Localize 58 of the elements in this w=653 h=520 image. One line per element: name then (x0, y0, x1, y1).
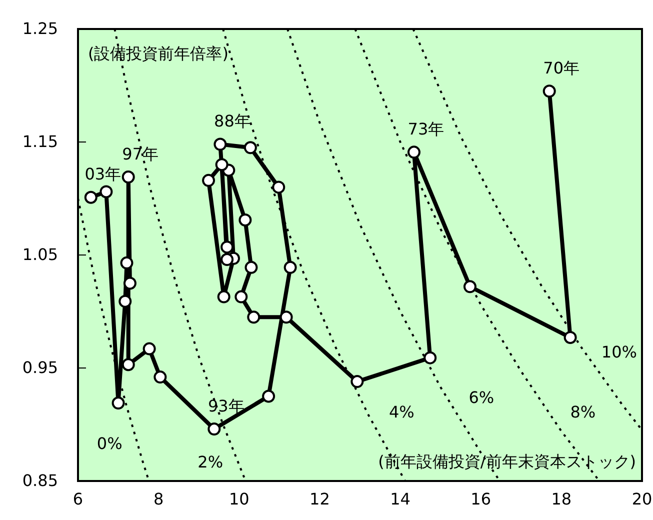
point (564, 330, 577, 344)
point (542, 84, 556, 98)
point (262, 390, 276, 403)
point (122, 358, 135, 372)
annotation: 10% (601, 342, 637, 362)
annotation: 6% (468, 388, 494, 407)
point (154, 370, 167, 384)
annotation: 88年 (214, 112, 250, 131)
x-tick-label: 18 (551, 489, 572, 508)
point (215, 158, 228, 172)
x-tick-label: 8 (153, 489, 164, 508)
point (202, 174, 216, 187)
point (244, 141, 257, 154)
x-tick-label: 16 (470, 489, 492, 508)
point (84, 190, 98, 204)
point (350, 375, 364, 388)
point (208, 422, 221, 436)
annotation: 70年 (543, 58, 580, 78)
y-tick-label: 0.85 (22, 471, 58, 490)
point (238, 213, 252, 226)
annotation: 93年 (208, 396, 244, 416)
point (234, 290, 248, 304)
annotation: 8% (570, 402, 596, 422)
point (214, 138, 227, 151)
annotation: 0% (96, 434, 122, 454)
point (120, 256, 134, 270)
annotation: 97年 (122, 144, 159, 164)
point (220, 253, 234, 266)
point (123, 276, 136, 290)
annotation: 73年 (408, 120, 444, 139)
point (280, 310, 293, 324)
y-tick-label: 1.15 (22, 132, 58, 152)
point (407, 146, 420, 159)
point (217, 290, 230, 304)
point (463, 280, 476, 294)
point (220, 240, 234, 254)
x-tick-label: 14 (390, 489, 410, 508)
point (112, 396, 125, 410)
y-tick-label: 1.25 (22, 19, 58, 38)
y-axis-title: (設備投資前年倍率) (88, 44, 228, 63)
point (424, 351, 437, 364)
point (284, 260, 297, 274)
x-tick-label: 10 (228, 489, 250, 508)
point (142, 342, 156, 356)
point (247, 310, 260, 324)
point (272, 180, 286, 194)
y-tick-label: 0.95 (22, 358, 58, 378)
x-tick-label: 6 (72, 489, 84, 508)
x-tick-label: 20 (632, 489, 652, 508)
annotation: 03年 (84, 164, 122, 184)
x-tick-label: 12 (310, 489, 330, 508)
point (244, 260, 258, 274)
point (122, 170, 135, 184)
y-tick-label: 1.05 (22, 245, 58, 264)
annotation: 4% (388, 402, 414, 422)
annotation: 2% (198, 452, 224, 472)
point (118, 294, 132, 308)
point (100, 185, 113, 198)
